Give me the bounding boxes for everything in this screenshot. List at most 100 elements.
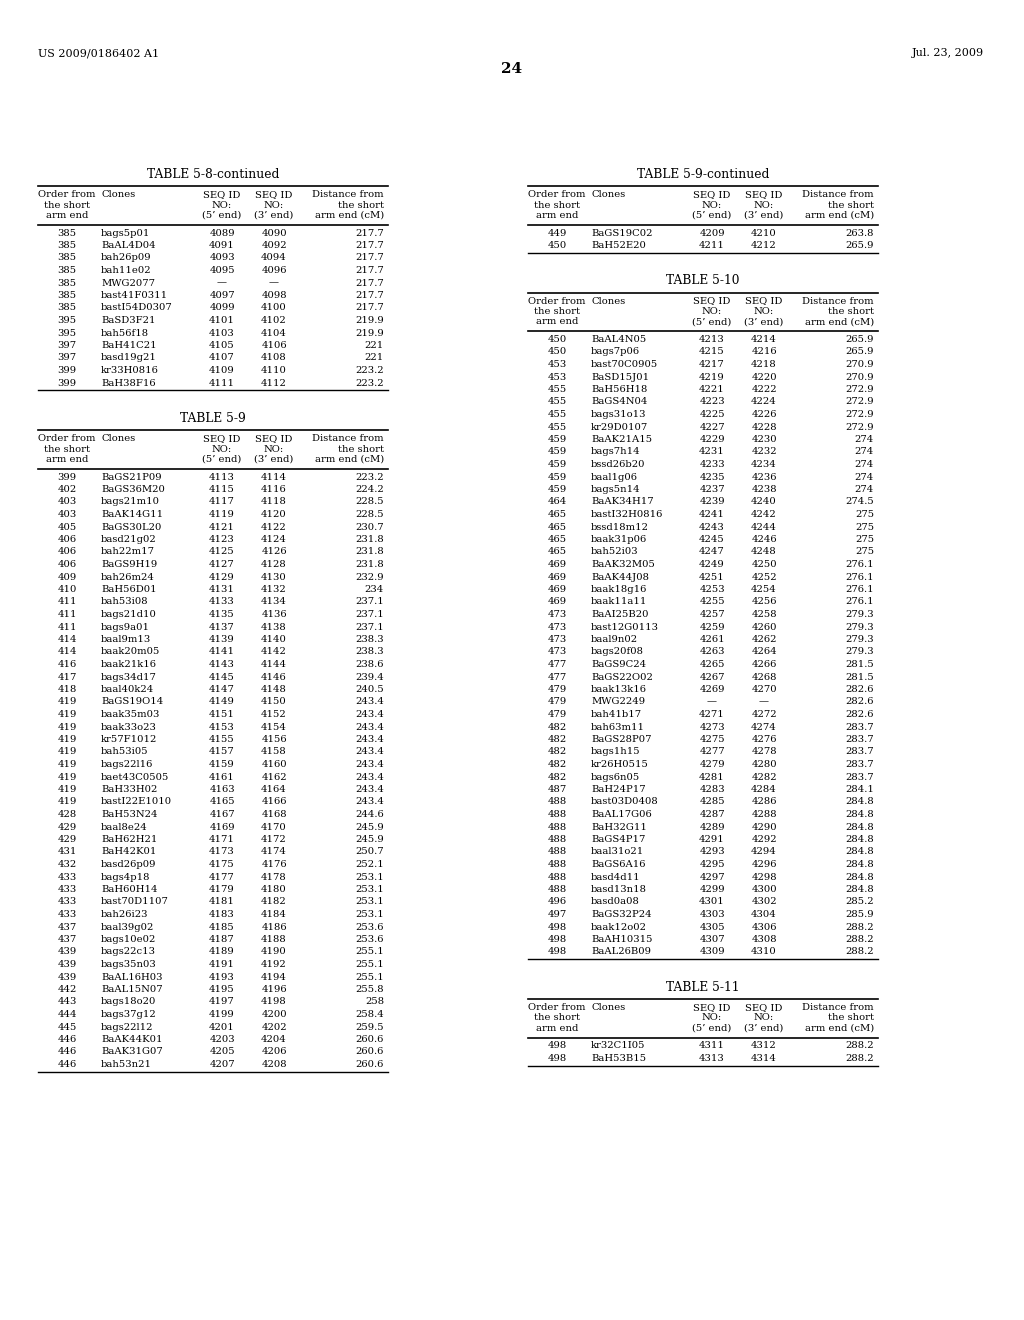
Text: 4165: 4165 [209,797,234,807]
Text: SEQ ID: SEQ ID [693,190,731,199]
Text: bssd26b20: bssd26b20 [591,459,645,469]
Text: 217.7: 217.7 [355,279,384,288]
Text: Distance from: Distance from [803,297,874,305]
Text: 464: 464 [548,498,566,507]
Text: 238.3: 238.3 [355,635,384,644]
Text: 403: 403 [57,498,77,507]
Text: 445: 445 [57,1023,77,1031]
Text: 4150: 4150 [261,697,287,706]
Text: 439: 439 [57,973,77,982]
Text: 4118: 4118 [261,498,287,507]
Text: US 2009/0186402 A1: US 2009/0186402 A1 [38,48,159,58]
Text: Distance from: Distance from [803,190,874,199]
Text: 258.4: 258.4 [355,1010,384,1019]
Text: 4298: 4298 [752,873,777,882]
Text: 433: 433 [57,884,77,894]
Text: kr57F1012: kr57F1012 [101,735,158,744]
Text: 4252: 4252 [752,573,777,582]
Text: 4175: 4175 [209,861,234,869]
Text: 284.8: 284.8 [845,836,874,843]
Text: 4215: 4215 [699,347,725,356]
Text: 4094: 4094 [261,253,287,263]
Text: 4274: 4274 [752,722,777,731]
Text: 414: 414 [57,648,77,656]
Text: baak31p06: baak31p06 [591,535,647,544]
Text: 283.7: 283.7 [846,735,874,744]
Text: 4257: 4257 [699,610,725,619]
Text: 4176: 4176 [261,861,287,869]
Text: 433: 433 [57,898,77,907]
Text: 255.1: 255.1 [355,948,384,957]
Text: 284.8: 284.8 [845,847,874,857]
Text: 217.7: 217.7 [355,267,384,275]
Text: 4246: 4246 [752,535,777,544]
Text: 4101: 4101 [209,315,234,325]
Text: 455: 455 [548,411,566,418]
Text: BaAL26B09: BaAL26B09 [591,948,651,957]
Text: 418: 418 [57,685,77,694]
Text: 4284: 4284 [752,785,777,795]
Text: 482: 482 [548,772,566,781]
Text: baal8e24: baal8e24 [101,822,147,832]
Text: 276.1: 276.1 [846,598,874,606]
Text: (3’ end): (3’ end) [254,211,294,220]
Text: 4156: 4156 [261,735,287,744]
Text: bags22l12: bags22l12 [101,1023,154,1031]
Text: 243.4: 243.4 [355,785,384,795]
Text: 479: 479 [548,710,566,719]
Text: 385: 385 [57,267,77,275]
Text: 399: 399 [57,366,77,375]
Text: baak11a11: baak11a11 [591,598,647,606]
Text: 238.6: 238.6 [355,660,384,669]
Text: 450: 450 [548,335,566,345]
Text: bah53i08: bah53i08 [101,598,148,606]
Text: 459: 459 [548,459,566,469]
Text: BaGS28P07: BaGS28P07 [591,735,651,744]
Text: 4269: 4269 [699,685,725,694]
Text: 253.1: 253.1 [355,898,384,907]
Text: 4262: 4262 [752,635,777,644]
Text: 479: 479 [548,697,566,706]
Text: 433: 433 [57,909,77,919]
Text: 219.9: 219.9 [355,315,384,325]
Text: BaGS9C24: BaGS9C24 [591,660,646,669]
Text: 4289: 4289 [699,822,725,832]
Text: 281.5: 281.5 [845,672,874,681]
Text: basd19g21: basd19g21 [101,354,157,363]
Text: 419: 419 [57,735,77,744]
Text: 4166: 4166 [261,797,287,807]
Text: 223.2: 223.2 [355,379,384,388]
Text: arm end: arm end [46,455,88,465]
Text: 455: 455 [548,422,566,432]
Text: baak33o23: baak33o23 [101,722,157,731]
Text: 405: 405 [57,523,77,532]
Text: NO:: NO: [264,201,284,210]
Text: BaAL17G06: BaAL17G06 [591,810,651,818]
Text: 488: 488 [548,847,566,857]
Text: bah11e02: bah11e02 [101,267,152,275]
Text: 4235: 4235 [699,473,725,482]
Text: BaSD3F21: BaSD3F21 [101,315,156,325]
Text: 274.5: 274.5 [845,498,874,507]
Text: Order from: Order from [528,297,586,305]
Text: 416: 416 [57,660,77,669]
Text: 453: 453 [548,372,566,381]
Text: (3’ end): (3’ end) [254,455,294,465]
Text: 283.7: 283.7 [846,760,874,770]
Text: 4293: 4293 [699,847,725,857]
Text: 4167: 4167 [209,810,234,818]
Text: 4273: 4273 [699,722,725,731]
Text: arm end (cM): arm end (cM) [805,211,874,220]
Text: BaAK34H17: BaAK34H17 [591,498,653,507]
Text: bags34d17: bags34d17 [101,672,157,681]
Text: 443: 443 [57,998,77,1006]
Text: 288.2: 288.2 [846,923,874,932]
Text: BaH56D01: BaH56D01 [101,585,157,594]
Text: 4254: 4254 [752,585,777,594]
Text: bah26p09: bah26p09 [101,253,152,263]
Text: BaH38F16: BaH38F16 [101,379,156,388]
Text: 24: 24 [502,62,522,77]
Text: 4172: 4172 [261,836,287,843]
Text: Jul. 23, 2009: Jul. 23, 2009 [912,48,984,58]
Text: 4197: 4197 [209,998,234,1006]
